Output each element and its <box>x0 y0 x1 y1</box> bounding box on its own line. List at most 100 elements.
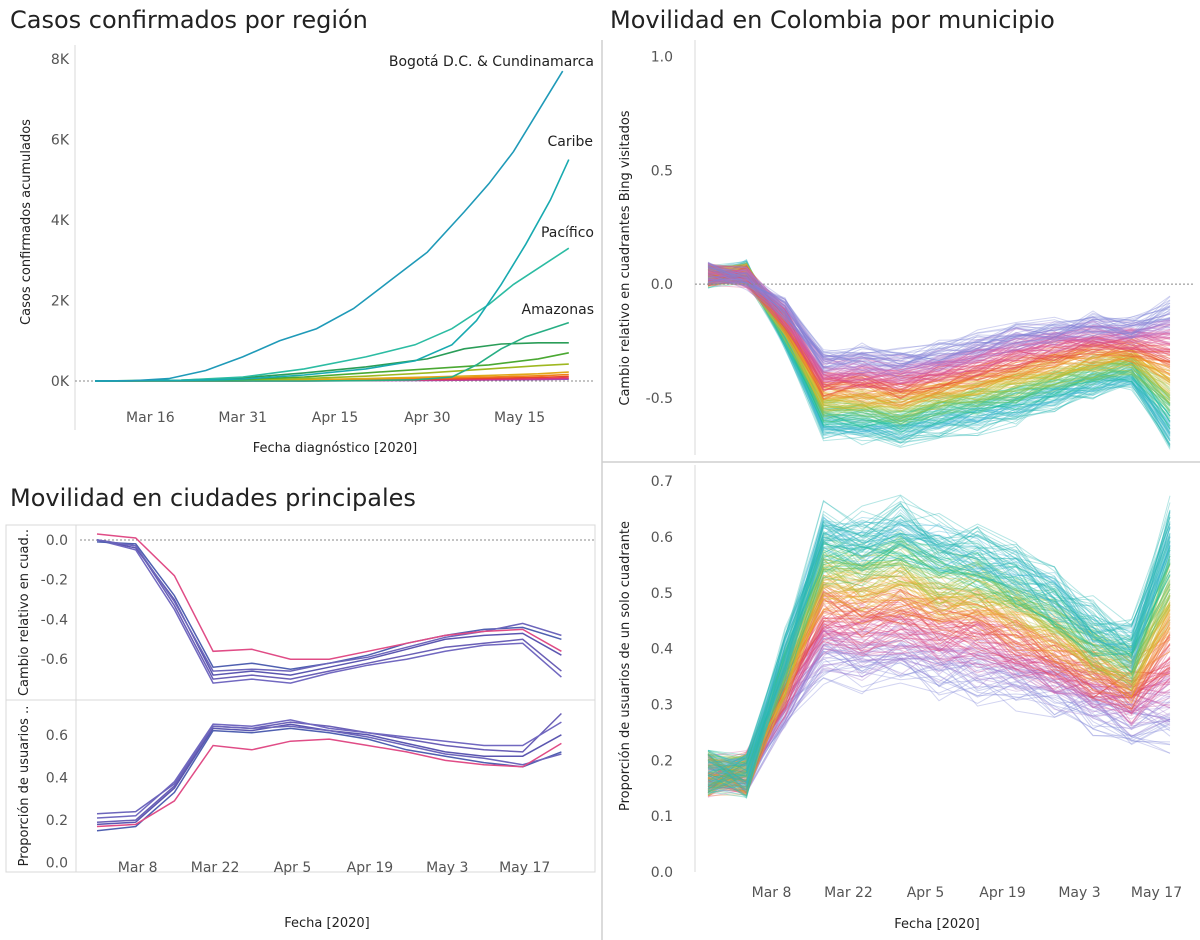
colombia-cambio-municipio-line <box>707 264 1171 426</box>
colombia-cambio-municipio-line <box>707 266 1171 401</box>
casos-x-tick: Apr 30 <box>404 410 450 426</box>
colombia-proporcion-municipio-line <box>707 529 1171 796</box>
colombia-proporcion-municipio-line <box>707 610 1171 792</box>
colombia-cambio-municipio-line <box>707 273 1171 427</box>
colombia-proporcion-municipio-line <box>707 563 1171 762</box>
colombia-proporcion-municipio-line <box>707 516 1171 800</box>
colombia-cambio-municipio-line <box>707 271 1171 367</box>
colombia-cambio-municipio-line <box>707 268 1171 381</box>
colombia-cambio-municipio-line <box>707 272 1171 410</box>
colombia-proporcion-municipio-line <box>707 561 1171 778</box>
colombia-proporcion-municipio-line <box>707 535 1171 761</box>
colombia-cambio-municipio-line <box>707 266 1171 437</box>
ciudades-cambio-y-tick: -0.4 <box>41 612 68 628</box>
colombia-proporcion-municipio-line <box>707 545 1171 778</box>
colombia-proporcion-municipio-line <box>707 615 1171 779</box>
colombia-x-label: Fecha [2020] <box>894 917 979 932</box>
colombia-cambio-municipio-line <box>707 268 1171 430</box>
colombia-cambio-municipio-line <box>707 265 1171 370</box>
colombia-proporcion-municipio-line <box>707 540 1171 799</box>
colombia-proporcion-municipio-line <box>707 553 1171 796</box>
colombia-cambio-municipio-line <box>707 275 1171 402</box>
colombia-proporcion-municipio-line <box>707 637 1171 781</box>
colombia-cambio-municipio-line <box>707 272 1171 362</box>
colombia-proporcion-municipio-line <box>707 612 1171 792</box>
colombia-cambio-municipio-line <box>707 263 1171 383</box>
ciudades-cambio-chart: 0.0 -0.2 -0.4 -0.6 Cambio relativo en cuad.. <box>5 524 596 701</box>
colombia-proporcion-municipio-line <box>707 566 1171 793</box>
colombia-proporcion-municipio-line <box>707 651 1171 792</box>
casos-series-line <box>94 159 570 382</box>
colombia-proporcion-municipio-line <box>707 590 1171 795</box>
colombia-proporcion-municipio-line <box>707 593 1171 781</box>
colombia-cambio-municipio-line <box>707 280 1171 389</box>
colombia-cambio-municipio-line <box>707 269 1171 398</box>
colombia-cambio-municipio-line <box>707 265 1171 440</box>
colombia-cambio-municipio-line <box>707 269 1171 386</box>
colombia-proporcion-municipio-line <box>707 562 1171 796</box>
colombia-proporcion-municipio-line <box>707 516 1171 786</box>
colombia-proporcion-municipio-line <box>707 536 1171 789</box>
colombia-cambio-municipio-line <box>707 267 1171 365</box>
colombia-proporcion-municipio-line <box>707 581 1171 767</box>
colombia-proporcion-municipio-line <box>707 582 1171 784</box>
ciudades-cambio-city-line <box>96 539 562 684</box>
colombia-cambio-municipio-line <box>707 277 1171 391</box>
ciudades-x-label: Fecha [2020] <box>284 916 369 931</box>
colombia-cambio-municipio-line <box>707 274 1171 418</box>
ciudades-cambio-city-line <box>96 541 562 670</box>
colombia-proporcion-municipio-line <box>707 622 1171 782</box>
colombia-cambio-municipio-line <box>707 262 1171 365</box>
casos-x-tick: Apr 15 <box>312 410 358 426</box>
colombia-cambio-municipio-line <box>707 268 1171 367</box>
colombia-cambio-municipio-line <box>707 272 1171 375</box>
colombia-proporcion-municipio-line <box>707 616 1171 782</box>
ciudades-proporcion-y-tick: 0.2 <box>46 813 68 829</box>
colombia-cambio-municipio-line <box>707 270 1171 402</box>
colombia-proporcion-municipio-line <box>707 521 1171 766</box>
colombia-cambio-municipio-line <box>707 272 1171 390</box>
colombia-cambio-municipio-line <box>707 268 1171 403</box>
colombia-proporcion-municipio-line <box>707 657 1171 771</box>
colombia-cambio-municipio-line <box>707 276 1171 445</box>
colombia-cambio-municipio-line <box>707 267 1171 425</box>
colombia-cambio-municipio-line <box>707 261 1171 420</box>
colombia-proporcion-municipio-line <box>707 589 1171 767</box>
colombia-x-tick: Mar 22 <box>824 885 873 901</box>
colombia-cambio-municipio-line <box>707 268 1171 394</box>
colombia-proporcion-municipio-line <box>707 540 1171 772</box>
colombia-proporcion-municipio-line <box>707 521 1171 773</box>
casos-series-line <box>94 70 564 382</box>
ciudades-x-tick: May 17 <box>499 860 550 876</box>
colombia-proporcion-municipio-line <box>707 618 1171 793</box>
colombia-proporcion-municipio-line <box>707 630 1171 782</box>
colombia-cambio-municipio-line <box>707 281 1171 361</box>
colombia-proporcion-municipio-line <box>707 598 1171 797</box>
colombia-proporcion-municipio-line <box>707 548 1171 792</box>
ciudades-cambio-y-tick: -0.2 <box>41 573 68 589</box>
colombia-cambio-municipio-line <box>707 268 1171 381</box>
colombia-proporcion-municipio-line <box>707 553 1171 787</box>
colombia-proporcion-municipio-line <box>707 540 1171 787</box>
ciudades-x-tick: Mar 8 <box>118 860 158 876</box>
colombia-proporcion-municipio-line <box>707 495 1171 790</box>
casos-x-label: Fecha diagnóstico [2020] <box>253 441 417 456</box>
colombia-cambio-y-tick: 0.0 <box>651 277 673 293</box>
colombia-proporcion-municipio-line <box>707 501 1171 797</box>
casos-series-line <box>95 321 570 382</box>
colombia-proporcion-municipio-line <box>707 557 1171 794</box>
colombia-cambio-municipio-line <box>707 270 1171 404</box>
colombia-cambio-municipio-line <box>707 275 1171 412</box>
colombia-proporcion-municipio-line <box>707 559 1171 772</box>
colombia-proporcion-chart: 0.7 0.6 0.5 0.4 0.3 0.2 0.1 0.0 Mar 8 Mar 22 Apr 5… <box>618 465 1182 932</box>
ciudades-panel-title: Movilidad en ciudades principales <box>10 484 416 512</box>
ciudades-proporcion-city-line <box>96 719 562 819</box>
colombia-x-tick: May 3 <box>1058 885 1100 901</box>
colombia-proporcion-municipio-line <box>707 521 1171 797</box>
colombia-proporcion-municipio-line <box>707 586 1171 791</box>
colombia-proporcion-municipio-line <box>707 566 1171 793</box>
colombia-cambio-municipio-line <box>707 272 1171 385</box>
colombia-proporcion-municipio-line <box>707 624 1171 784</box>
colombia-cambio-municipio-line <box>707 265 1171 445</box>
colombia-proporcion-municipio-line <box>707 586 1171 792</box>
